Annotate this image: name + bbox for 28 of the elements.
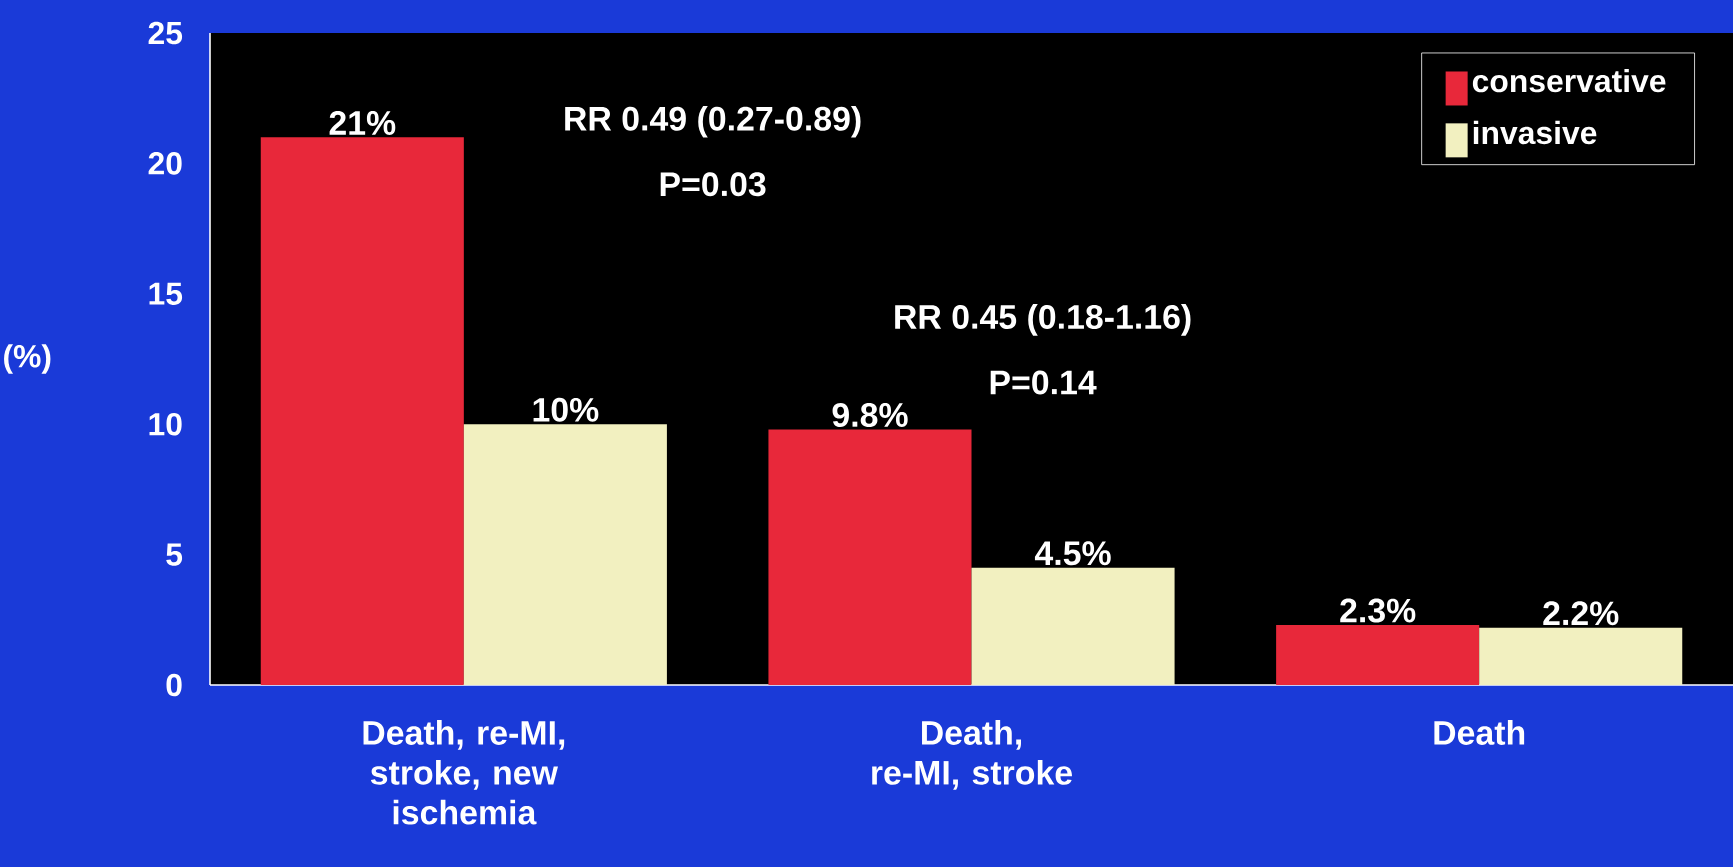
data-label: 10%: [533, 397, 599, 422]
bar: [971, 567, 1175, 685]
y-tick-label: 15: [149, 282, 183, 305]
data-label: 4.5%: [1034, 541, 1111, 566]
annotation: RR 0.45 (0.18-1.16): [895, 304, 1191, 336]
x-tick-label: Death: [1434, 720, 1525, 745]
y-axis-title: (%): [4, 344, 51, 374]
bar: [1276, 625, 1480, 685]
annotation: P=0.03: [660, 172, 766, 197]
y-tick-label: 10: [149, 412, 182, 436]
annotation: P=0.14: [990, 370, 1097, 395]
annotation: RR 0.49 (0.27-0.89): [565, 105, 861, 138]
data-label: 2.3%: [1340, 598, 1416, 623]
y-tick-label: 0: [166, 673, 182, 697]
y-tick-label: 25: [148, 21, 183, 45]
y-tick-label: 5: [166, 543, 183, 566]
legend-label: invasive: [1473, 120, 1597, 145]
x-tick-label: Death, re-MI, stroke, new ischemia: [363, 720, 565, 825]
data-label: 2.2%: [1543, 601, 1619, 626]
bar: [260, 137, 464, 685]
bar: [1479, 627, 1683, 685]
bar: [768, 429, 972, 685]
data-label: 9.8%: [832, 403, 908, 428]
bar: [463, 424, 667, 685]
x-tick-label: Death, re-MI, stroke: [872, 720, 1072, 790]
legend-label: conservative: [1472, 68, 1666, 93]
data-label: 21%: [329, 111, 396, 135]
y-tick-label: 20: [148, 152, 182, 175]
